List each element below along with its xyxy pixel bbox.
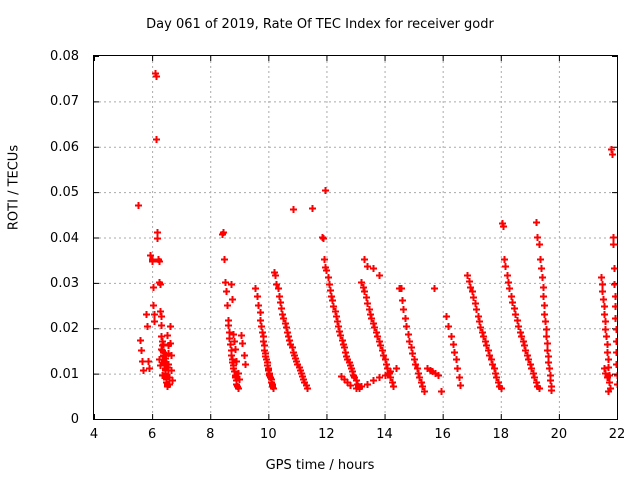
x-tick-label: 6 xyxy=(147,427,157,442)
scatter-canvas xyxy=(94,56,617,419)
y-tick-label: 0.05 xyxy=(50,185,79,201)
x-tick-label: 14 xyxy=(376,427,393,442)
x-tick-label: 4 xyxy=(89,427,99,442)
y-tick-label: 0.04 xyxy=(50,230,79,246)
page-title: Day 061 of 2019, Rate Of TEC Index for r… xyxy=(146,17,494,32)
y-tick-label: 0.07 xyxy=(50,94,79,110)
x-tick-label: 8 xyxy=(206,427,215,442)
plot-area xyxy=(93,55,618,420)
y-tick-label: 0.02 xyxy=(50,321,79,337)
x-tick-label: 20 xyxy=(550,427,568,442)
x-tick-label: 16 xyxy=(434,427,451,442)
x-axis-label: GPS time / hours xyxy=(265,458,375,473)
x-tick-label: 12 xyxy=(318,427,335,442)
y-tick-label: 0.08 xyxy=(50,49,79,64)
y-tick-label: 0.03 xyxy=(50,275,79,291)
y-tick-label: 0.01 xyxy=(50,366,79,382)
x-tick-label: 10 xyxy=(260,427,277,442)
y-tick-label: 0 xyxy=(70,412,79,427)
x-tick-label: 18 xyxy=(492,427,510,442)
x-tick-label: 22 xyxy=(608,427,626,442)
y-tick-label: 0.06 xyxy=(50,139,79,155)
